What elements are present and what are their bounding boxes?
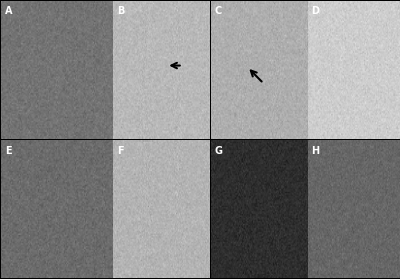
Text: G: G [214,146,222,156]
Text: C: C [214,6,222,16]
Text: B: B [117,6,124,16]
Text: A: A [5,6,13,16]
Text: D: D [312,6,320,16]
Text: E: E [5,146,12,156]
Text: H: H [312,146,320,156]
Text: F: F [117,146,124,156]
